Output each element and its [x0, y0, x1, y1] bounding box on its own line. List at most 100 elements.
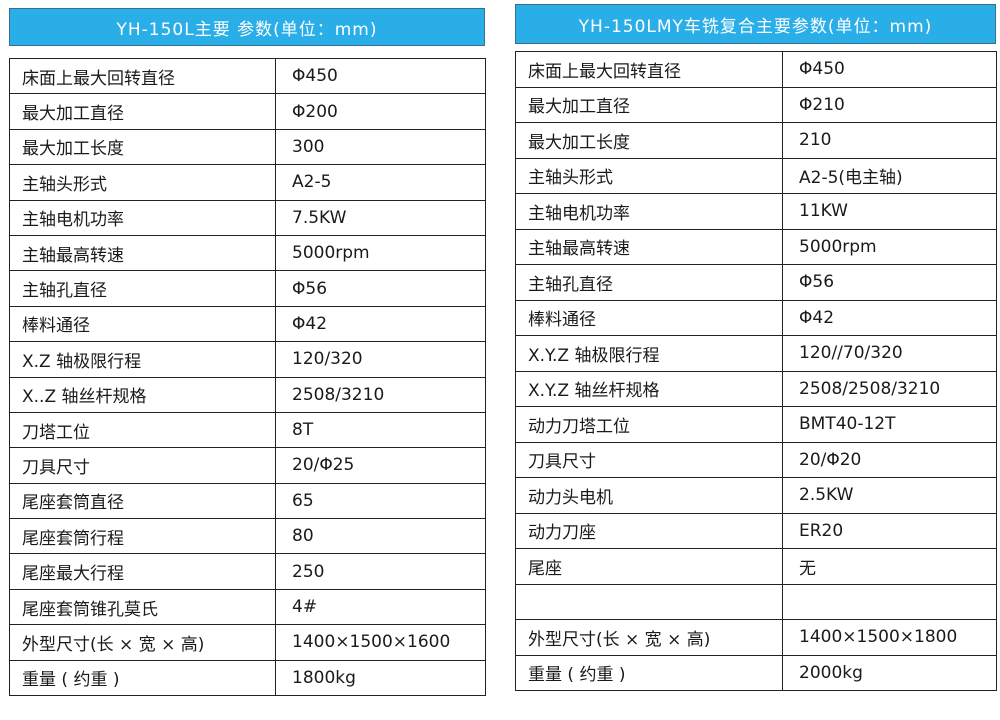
spec-value: 1400×1500×1600	[275, 624, 486, 661]
table-row: 刀塔工位 8T	[9, 411, 486, 449]
spec-label: X..Z 轴丝杆规格	[9, 376, 276, 413]
table-row: 尾座套筒直径 65	[9, 482, 486, 520]
spec-label: 棒料通径	[9, 305, 276, 343]
left-table-title: YH-150L主要 参数(单位：mm)	[116, 19, 378, 40]
spec-value: 8T	[275, 411, 486, 449]
spec-label: 主轴最高转速	[515, 228, 783, 265]
spec-value: 2000kg	[782, 654, 997, 691]
spec-value: 1400×1500×1800	[782, 619, 997, 656]
spec-label: 动力头电机	[515, 477, 783, 514]
spec-value: A2-5	[275, 164, 486, 201]
table-row: 主轴头形式 A2-5	[9, 164, 486, 201]
spec-value: 4#	[275, 588, 486, 626]
spec-value: 300	[275, 128, 486, 166]
right-spec-table: 床面上最大回转直径 Φ450 最大加工直径 Φ210 最大加工长度 210 主轴头形式 A2-…	[515, 51, 997, 691]
table-row: X.Z 轴极限行程 120/320	[9, 341, 486, 378]
right-table-title: YH-150LMY车铣复合主要参数(单位：mm)	[578, 16, 933, 37]
spec-value: Φ450	[782, 51, 997, 88]
table-row: 棒料通径 Φ42	[9, 305, 486, 343]
table-row: 床面上最大回转直径 Φ450	[515, 51, 997, 88]
spec-label: 主轴孔直径	[9, 270, 276, 307]
table-row: 重量 ( 约重 ) 2000kg	[515, 654, 997, 691]
spec-value: 250	[275, 553, 486, 590]
spec-value: Φ450	[275, 57, 486, 95]
spec-value: 65	[275, 482, 486, 520]
spec-label: 外型尺寸(长 × 宽 × 高)	[515, 619, 783, 656]
table-row: 主轴头形式 A2-5(电主轴)	[515, 157, 997, 194]
spec-value: 无	[782, 548, 997, 585]
table-row: 棒料通径 Φ42	[515, 299, 997, 336]
table-row: 尾座无	[515, 548, 997, 585]
spec-value: 2.5KW	[782, 477, 997, 514]
spec-label: 外型尺寸(长 × 宽 × 高)	[9, 624, 276, 661]
spec-value: 20/Φ20	[782, 441, 997, 478]
table-row: 动力刀座 ER20	[515, 512, 997, 549]
table-row: 刀具尺寸 20/Φ25	[9, 447, 486, 484]
table-row: 最大加工直径 Φ200	[9, 93, 486, 130]
table-row: 主轴电机功率 7.5KW	[9, 199, 486, 236]
spec-label: 尾座套筒行程	[9, 518, 276, 555]
spec-label: 主轴最高转速	[9, 234, 276, 272]
table-row: X..Z 轴丝杆规格 2508/3210	[9, 376, 486, 413]
left-table-title-bar: YH-150L主要 参数(单位：mm)	[9, 8, 485, 46]
table-row: 动力头电机 2.5KW	[515, 477, 997, 514]
table-row: 最大加工长度 300	[9, 128, 486, 166]
spec-label: X.Y.Z 轴丝杆规格	[515, 370, 783, 407]
spec-value: 2508/3210	[275, 376, 486, 413]
table-row: 主轴孔直径 Φ56	[515, 264, 997, 301]
spec-label: 刀具尺寸	[515, 441, 783, 478]
table-row: 主轴电机功率 11KW	[515, 193, 997, 230]
spec-label: 尾座套筒直径	[9, 482, 276, 520]
spec-label: X.Z 轴极限行程	[9, 341, 276, 378]
spec-label: 重量 ( 约重 )	[9, 659, 276, 697]
spec-label: 动力刀塔工位	[515, 406, 783, 443]
table-row: 外型尺寸(长 × 宽 × 高) 1400×1500×1800	[515, 619, 997, 656]
table-row: 主轴孔直径 Φ56	[9, 270, 486, 307]
spec-value: 11KW	[782, 193, 997, 230]
spec-value: 7.5KW	[275, 199, 486, 236]
spec-label: 尾座最大行程	[9, 553, 276, 590]
spec-value	[782, 583, 997, 620]
spec-label: 动力刀座	[515, 512, 783, 549]
table-row: 尾座套筒行程 80	[9, 518, 486, 555]
spec-label: X.Y.Z 轴极限行程	[515, 335, 783, 372]
table-row: X.Y.Z 轴丝杆规格 2508/2508/3210	[515, 370, 997, 407]
table-row: 外型尺寸(长 × 宽 × 高) 1400×1500×1600	[9, 624, 486, 661]
table-row	[515, 583, 997, 620]
spec-value: 210	[782, 122, 997, 159]
spec-value: Φ56	[275, 270, 486, 307]
spec-label: 主轴头形式	[9, 164, 276, 201]
spec-label: 最大加工长度	[9, 128, 276, 166]
spec-value: BMT40-12T	[782, 406, 997, 443]
spec-label: 棒料通径	[515, 299, 783, 336]
spec-label	[515, 583, 783, 620]
table-row: 刀具尺寸 20/Φ20	[515, 441, 997, 478]
table-row: 重量 ( 约重 ) 1800kg	[9, 659, 486, 697]
table-row: 主轴最高转速 5000rpm	[515, 228, 997, 265]
spec-label: 主轴孔直径	[515, 264, 783, 301]
spec-value: 120/320	[275, 341, 486, 378]
spec-label: 主轴电机功率	[9, 199, 276, 236]
spec-value: 5000rpm	[275, 234, 486, 272]
right-table-title-bar: YH-150LMY车铣复合主要参数(单位：mm)	[515, 4, 996, 44]
spec-value: Φ200	[275, 93, 486, 130]
spec-value: A2-5(电主轴)	[782, 157, 997, 194]
table-row: 尾座最大行程 250	[9, 553, 486, 590]
table-row: 尾座套筒锥孔莫氏 4#	[9, 588, 486, 626]
table-row: X.Y.Z 轴极限行程 120//70/320	[515, 335, 997, 372]
spec-label: 刀具尺寸	[9, 447, 276, 484]
spec-value: 80	[275, 518, 486, 555]
table-row: 动力刀塔工位 BMT40-12T	[515, 406, 997, 443]
spec-value: Φ42	[275, 305, 486, 343]
spec-value: 1800kg	[275, 659, 486, 697]
spec-label: 最大加工直径	[515, 86, 783, 123]
spec-label: 最大加工直径	[9, 93, 276, 130]
table-row: 主轴最高转速 5000rpm	[9, 234, 486, 272]
spec-label: 最大加工长度	[515, 122, 783, 159]
spec-label: 主轴电机功率	[515, 193, 783, 230]
table-row: 最大加工长度 210	[515, 122, 997, 159]
table-row: 床面上最大回转直径 Φ450	[9, 57, 486, 95]
spec-label: 主轴头形式	[515, 157, 783, 194]
spec-value: 2508/2508/3210	[782, 370, 997, 407]
spec-label: 刀塔工位	[9, 411, 276, 449]
